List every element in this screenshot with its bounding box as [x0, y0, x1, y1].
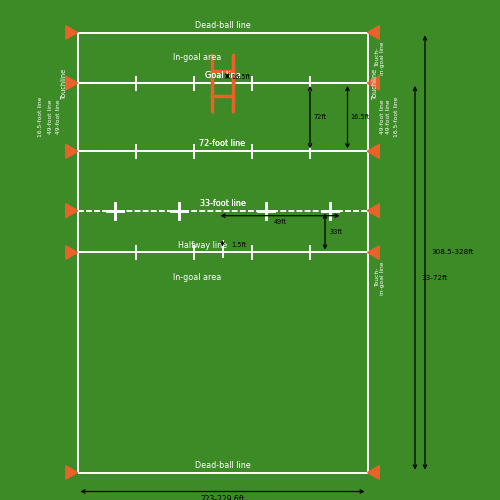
Text: 16.5-foot line: 16.5-foot line — [394, 97, 399, 138]
Polygon shape — [368, 26, 379, 39]
Text: In-goal area: In-goal area — [174, 274, 222, 282]
Text: Goal line: Goal line — [205, 71, 240, 80]
Polygon shape — [66, 204, 78, 218]
Polygon shape — [368, 204, 379, 218]
Text: 72-foot line: 72-foot line — [200, 140, 246, 148]
Text: 223-229.6ft: 223-229.6ft — [200, 496, 245, 500]
Text: 72ft: 72ft — [313, 114, 326, 120]
Polygon shape — [368, 76, 379, 90]
Polygon shape — [66, 466, 78, 479]
Text: 49-foot line: 49-foot line — [386, 100, 391, 134]
Polygon shape — [368, 76, 379, 90]
Polygon shape — [66, 26, 78, 39]
Polygon shape — [368, 144, 379, 158]
Text: Touch-
in-goal line: Touch- in-goal line — [374, 41, 386, 74]
Text: 16.5ft: 16.5ft — [232, 74, 251, 80]
Polygon shape — [66, 144, 78, 158]
Text: 308.5-328ft: 308.5-328ft — [431, 250, 474, 256]
Polygon shape — [66, 204, 78, 218]
Text: Halfway line: Halfway line — [178, 240, 227, 250]
Polygon shape — [368, 204, 379, 218]
Text: 72-foot line: 72-foot line — [200, 140, 246, 148]
Polygon shape — [66, 76, 78, 90]
Text: In-goal area: In-goal area — [174, 54, 222, 62]
Text: 33-foot line: 33-foot line — [200, 198, 246, 207]
Text: Dead-ball line: Dead-ball line — [194, 462, 250, 470]
Text: Touchline: Touchline — [372, 68, 378, 98]
Polygon shape — [368, 246, 379, 259]
Text: Touchline: Touchline — [60, 68, 66, 98]
Text: 33-foot line: 33-foot line — [200, 198, 246, 207]
Text: Dead-ball line: Dead-ball line — [194, 22, 250, 30]
Text: 49ft: 49ft — [274, 218, 286, 224]
Text: 49-foot line: 49-foot line — [380, 100, 385, 134]
Text: 49-foot line: 49-foot line — [56, 100, 61, 134]
Polygon shape — [66, 76, 78, 90]
Text: 33-72ft: 33-72ft — [421, 275, 448, 281]
Text: 16.5ft: 16.5ft — [350, 114, 370, 120]
Text: 33ft: 33ft — [329, 228, 342, 234]
Text: 49-foot line: 49-foot line — [48, 100, 52, 134]
Polygon shape — [368, 144, 379, 158]
Text: 1.5ft: 1.5ft — [232, 242, 247, 248]
Text: Touch-
in-goal line: Touch- in-goal line — [374, 261, 386, 294]
Polygon shape — [66, 246, 78, 259]
Text: Goal line: Goal line — [205, 71, 240, 80]
Text: 16.5-foot line: 16.5-foot line — [38, 97, 43, 138]
Polygon shape — [368, 466, 379, 479]
Polygon shape — [66, 144, 78, 158]
